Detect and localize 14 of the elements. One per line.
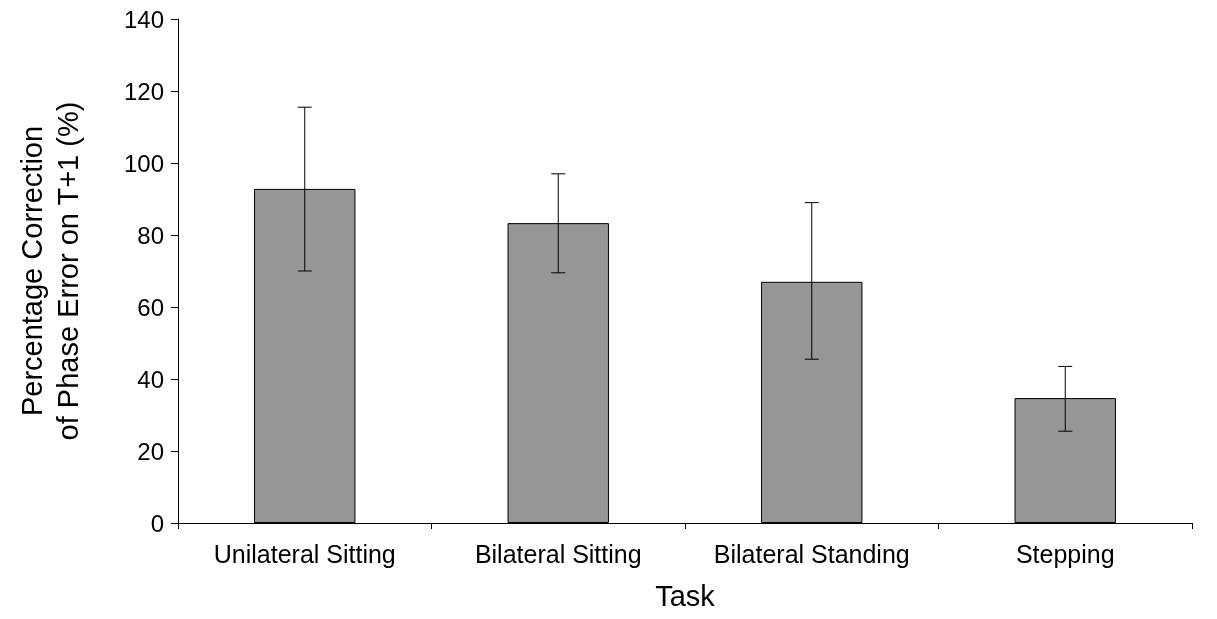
y-tick-label: 60 xyxy=(137,293,164,321)
x-tick-label: Bilateral Sitting xyxy=(474,539,642,568)
y-tick-label: 0 xyxy=(150,509,164,537)
x-axis-title: Task xyxy=(655,579,716,612)
y-tick-label: 40 xyxy=(137,365,164,393)
y-tick-label: 140 xyxy=(123,5,164,33)
y-tick-label: 120 xyxy=(123,77,164,105)
y-tick-label: 20 xyxy=(137,437,164,465)
x-tick-label: Bilateral Standing xyxy=(713,539,910,568)
y-tick-label: 100 xyxy=(123,149,164,177)
x-tick-label: Stepping xyxy=(1015,539,1115,568)
x-tick-label: Unilateral Sitting xyxy=(213,539,396,568)
y-tick-label: 80 xyxy=(137,221,164,249)
y-axis-title: Percentage Correction of Phase Error on T+1 (%) xyxy=(16,101,84,441)
